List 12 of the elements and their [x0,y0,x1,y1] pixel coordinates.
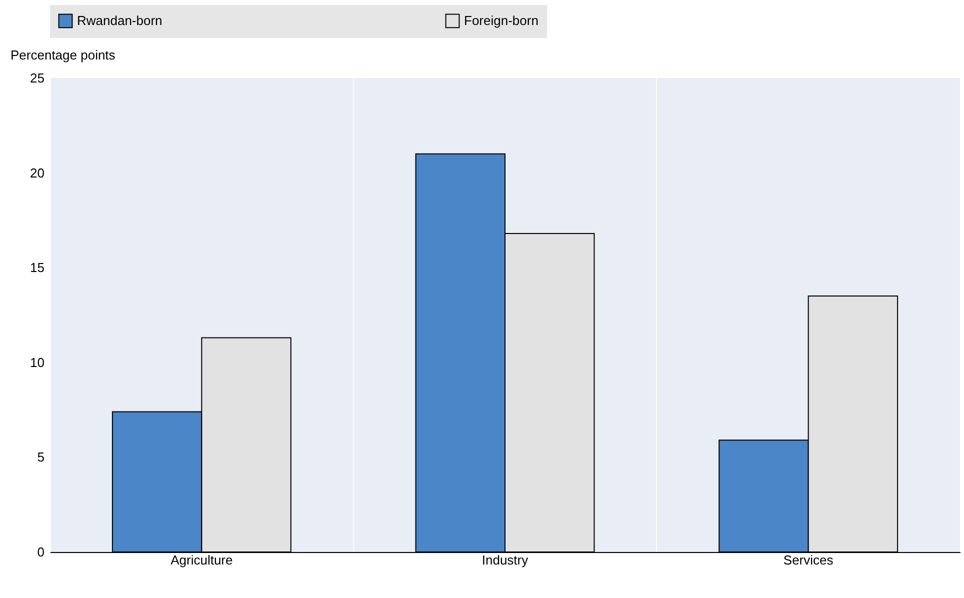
y-tick-label: 0 [37,544,44,560]
y-tick-label: 5 [37,450,44,465]
y-tick-label: 10 [30,354,44,370]
legend-label: Rwandan-born [77,12,162,28]
x-tick-label: Agriculture [170,552,233,568]
x-tick-label: Services [783,552,834,568]
y-tick-label: 15 [30,260,44,276]
legend-label: Foreign-born [464,12,538,28]
x-tick-label: Industry [482,552,529,568]
y-tick-label: 25 [30,70,44,86]
y-axis-title: Percentage points [10,48,116,62]
y-tick-label: 20 [30,165,44,180]
